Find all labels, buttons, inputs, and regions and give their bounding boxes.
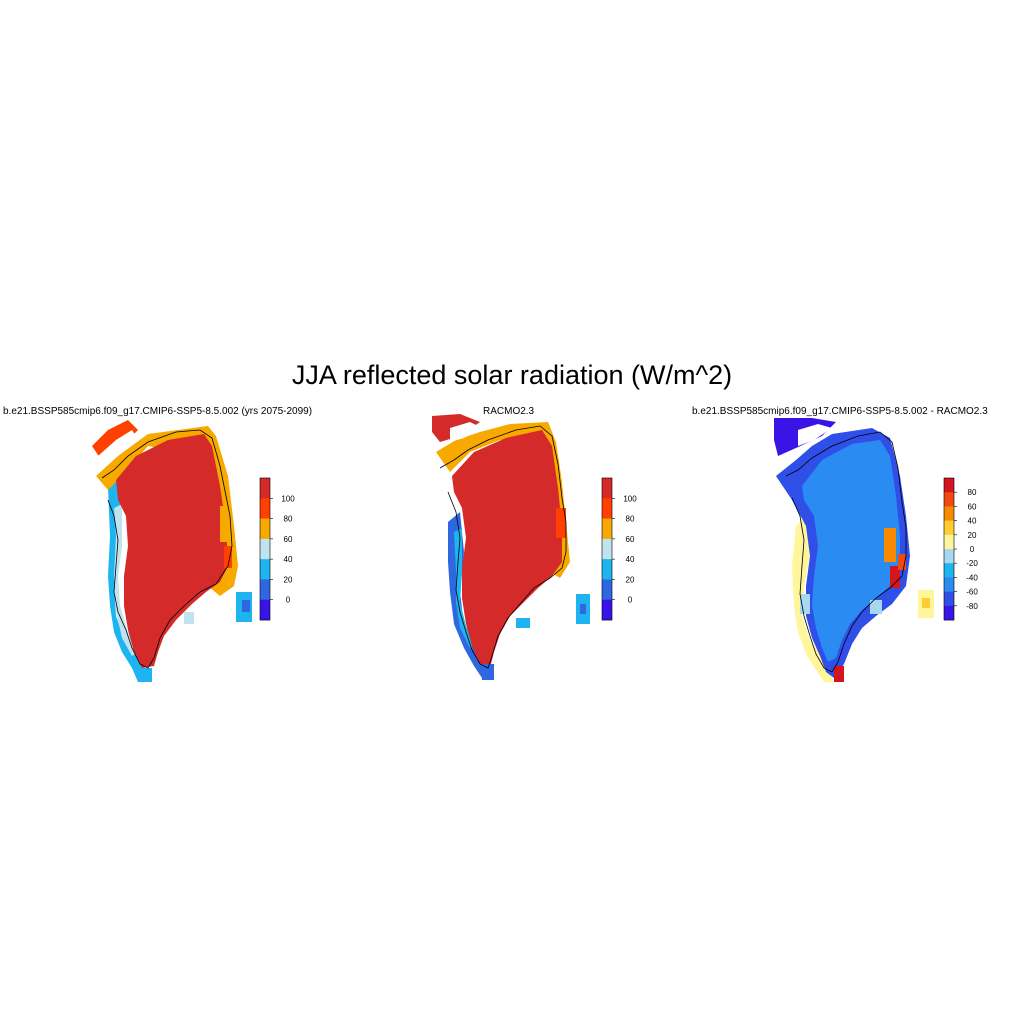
colorbar-swatch bbox=[602, 518, 612, 540]
colorbar-swatch bbox=[944, 549, 954, 564]
greenland-field-panel-1 bbox=[92, 420, 252, 682]
colorbar-swatch bbox=[260, 599, 270, 621]
colorbar-swatch bbox=[260, 559, 270, 580]
north-white-strip bbox=[98, 430, 136, 466]
colorbar-tick-label: 0 bbox=[628, 596, 633, 605]
colorbar-tick-label: 80 bbox=[626, 515, 635, 524]
figure-title: JJA reflected solar radiation (W/m^2) bbox=[291, 360, 733, 390]
ice-sheet-interior bbox=[452, 430, 562, 668]
colorbar-tick-label: 40 bbox=[626, 555, 635, 564]
colorbar-swatch bbox=[944, 605, 954, 621]
colorbar-tick-label: 40 bbox=[968, 517, 977, 526]
ice-sheet-interior bbox=[802, 440, 900, 662]
colorbar-swatch bbox=[944, 492, 954, 507]
colorbar-swatch bbox=[944, 520, 954, 536]
coastline bbox=[439, 425, 567, 669]
colorbar-tick-label: 20 bbox=[284, 575, 293, 584]
colorbar-swatch bbox=[602, 538, 612, 560]
coastline bbox=[101, 429, 233, 669]
colorbar-tick-label: 0 bbox=[286, 596, 291, 605]
colorbar-tick-label: 0 bbox=[970, 545, 975, 554]
coastline bbox=[785, 431, 907, 673]
coastal-band-light bbox=[114, 504, 138, 656]
panel-2-title: RACMO2.3 bbox=[483, 406, 535, 417]
colorbar-tick-label: 20 bbox=[968, 531, 977, 540]
colorbar-tick-label: -40 bbox=[966, 573, 978, 582]
panel-3-map bbox=[774, 418, 934, 682]
colorbar-tick-label: 100 bbox=[623, 494, 637, 503]
north-white-strip bbox=[450, 422, 482, 442]
colorbar-swatch bbox=[944, 591, 954, 607]
colorbar-swatch bbox=[602, 559, 612, 580]
colorbar-swatch bbox=[944, 478, 954, 493]
colorbar-tick-label: 80 bbox=[968, 488, 977, 497]
colorbar-swatch bbox=[944, 563, 954, 578]
colorbar-tick-label: 100 bbox=[281, 494, 295, 503]
colorbar-tick-label: 40 bbox=[284, 555, 293, 564]
colorbar-swatch bbox=[260, 498, 270, 519]
greenland-field-panel-2 bbox=[432, 414, 590, 680]
colorbar-tick-label: 60 bbox=[968, 502, 977, 511]
colorbar-tick-label: 80 bbox=[284, 515, 293, 524]
colorbar-tick-label: -80 bbox=[966, 602, 978, 611]
greenland-field-panel-3 bbox=[774, 418, 934, 682]
colorbar-frame bbox=[601, 477, 613, 621]
colorbar-swatch bbox=[944, 506, 954, 521]
panel-2-colorbar: 100 80 60 40 20 0 bbox=[601, 477, 637, 621]
ice-sheet-interior bbox=[116, 434, 228, 668]
colorbar-swatch bbox=[260, 518, 270, 540]
colorbar-swatch bbox=[944, 534, 954, 550]
colorbar-tick-label: 60 bbox=[626, 535, 635, 544]
colorbar-swatch bbox=[260, 579, 270, 601]
colorbar-frame bbox=[259, 477, 271, 621]
panel-1-title: b.e21.BSSP585cmip6.f09_g17.CMIP6-SSP5-8.… bbox=[3, 406, 313, 417]
coastal-band-cyan bbox=[454, 528, 476, 648]
panel-1-colorbar: 100 80 60 40 20 0 bbox=[259, 477, 295, 621]
colorbar-swatch bbox=[602, 579, 612, 601]
panel-2-map bbox=[432, 414, 590, 680]
north-white-strip bbox=[798, 424, 832, 446]
panel-3-title: b.e21.BSSP585cmip6.f09_g17.CMIP6-SSP5-8.… bbox=[692, 406, 988, 417]
colorbar-swatch bbox=[602, 599, 612, 621]
colorbar-swatch bbox=[260, 478, 270, 499]
colorbar-tick-label: -60 bbox=[966, 588, 978, 597]
colorbar-swatch bbox=[602, 498, 612, 519]
colorbar-swatch bbox=[602, 478, 612, 499]
panel-3-colorbar: 80 60 40 20 0 -20 -40 -60 -80 bbox=[943, 477, 978, 621]
colorbar-swatch bbox=[944, 577, 954, 592]
colorbar-tick-label: 60 bbox=[284, 535, 293, 544]
colorbar-tick-label: -20 bbox=[966, 559, 978, 568]
colorbar-tick-label: 20 bbox=[626, 575, 635, 584]
colorbar-swatch bbox=[260, 538, 270, 560]
panel-1-map bbox=[92, 420, 252, 682]
